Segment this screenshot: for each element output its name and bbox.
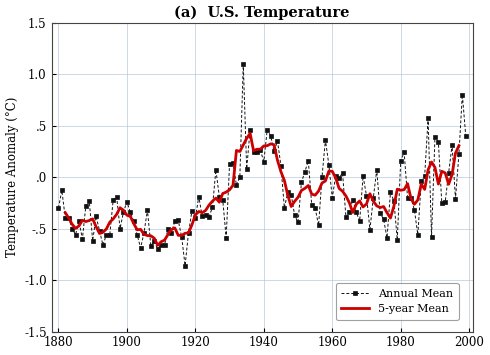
5-year Mean <box>155 243 161 247</box>
5-year Mean <box>398 188 404 192</box>
Annual Mean <box>456 152 462 157</box>
5-year Mean <box>247 131 253 136</box>
Annual Mean <box>55 206 61 210</box>
Title: (a)  U.S. Temperature: (a) U.S. Temperature <box>174 6 350 20</box>
Annual Mean <box>240 61 246 66</box>
5-year Mean <box>62 211 68 215</box>
Annual Mean <box>384 236 390 240</box>
Line: 5-year Mean: 5-year Mean <box>65 133 459 245</box>
5-year Mean <box>309 192 315 196</box>
5-year Mean <box>432 165 438 169</box>
5-year Mean <box>456 143 462 148</box>
Annual Mean <box>463 134 469 138</box>
Annual Mean <box>343 215 349 219</box>
5-year Mean <box>388 216 393 220</box>
Y-axis label: Temperature Anomaly (°C): Temperature Anomaly (°C) <box>5 97 19 257</box>
5-year Mean <box>333 176 339 180</box>
5-year Mean <box>199 211 205 215</box>
Legend: Annual Mean, 5-year Mean: Annual Mean, 5-year Mean <box>336 283 459 320</box>
Annual Mean <box>288 192 294 197</box>
Annual Mean <box>165 226 171 231</box>
Annual Mean <box>182 263 188 268</box>
Annual Mean <box>141 230 147 235</box>
Line: Annual Mean: Annual Mean <box>56 62 468 268</box>
